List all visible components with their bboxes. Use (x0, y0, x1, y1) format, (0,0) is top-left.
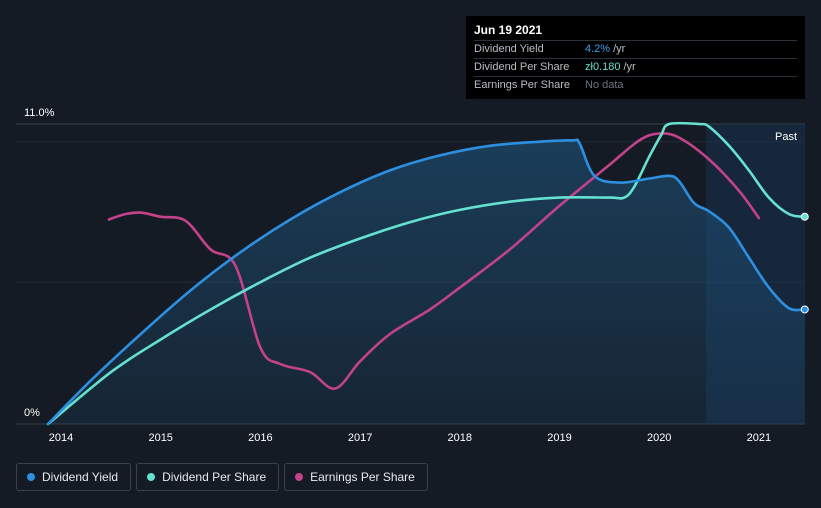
x-tick-label: 2015 (148, 432, 172, 444)
tooltip: Jun 19 2021 Dividend Yield 4.2% /yr Divi… (466, 16, 805, 99)
dividend-yield-line (46, 138, 807, 426)
legend-item-dividend-yield[interactable]: Dividend Yield (16, 463, 132, 491)
tooltip-unit: /yr (613, 43, 626, 55)
tooltip-date: Jun 19 2021 (474, 23, 543, 37)
x-tick-label: 2017 (348, 432, 372, 444)
tooltip-value: No data (585, 79, 624, 91)
dividend-per-share-end-marker (800, 212, 809, 221)
x-tick-label: 2021 (747, 432, 771, 444)
tooltip-row-dividend-per-share: Dividend Per Share zł0.180 /yr (474, 58, 797, 75)
legend-label: Dividend Per Share (162, 470, 267, 484)
tooltip-label: Dividend Yield (474, 43, 544, 55)
x-tick-label: 2014 (49, 432, 73, 444)
tooltip-label: Dividend Per Share (474, 61, 570, 73)
dividend-per-share-line (46, 121, 807, 426)
legend-label: Earnings Per Share (310, 470, 415, 484)
tooltip-value: zł0.180 (585, 61, 621, 73)
legend: Dividend Yield Dividend Per Share Earnin… (16, 463, 428, 491)
y-tick-label-zero: 0% (24, 407, 40, 419)
area-fill (48, 139, 805, 424)
dividend-yield-end-marker (800, 305, 809, 314)
tooltip-label: Earnings Per Share (474, 79, 570, 91)
y-axis-labels: 11.0% 0% (24, 107, 55, 419)
legend-item-dividend-per-share[interactable]: Dividend Per Share (136, 463, 280, 491)
series-lines (46, 121, 809, 426)
dividend-yield-area (48, 139, 805, 424)
legend-item-earnings-per-share[interactable]: Earnings Per Share (284, 463, 428, 491)
tooltip-row-earnings-per-share: Earnings Per Share No data (474, 76, 797, 93)
tooltip-unit: /yr (623, 61, 636, 73)
tooltip-row-dividend-yield: Dividend Yield 4.2% /yr (474, 40, 797, 57)
past-label: Past (775, 131, 797, 143)
legend-label: Dividend Yield (42, 470, 119, 484)
x-tick-label: 2018 (448, 432, 472, 444)
legend-dot-icon (295, 473, 304, 481)
legend-dot-icon (147, 473, 156, 481)
earnings-per-share-line (107, 132, 761, 390)
legend-dot-icon (27, 473, 35, 481)
x-tick-label: 2016 (248, 432, 272, 444)
tooltip-value: 4.2% (585, 43, 611, 55)
y-tick-label-max: 11.0% (24, 107, 55, 119)
x-tick-label: 2019 (547, 432, 571, 444)
x-axis-labels: 2014 2015 2016 2017 2018 2019 2020 2021 (49, 432, 771, 444)
x-tick-label: 2020 (647, 432, 671, 444)
